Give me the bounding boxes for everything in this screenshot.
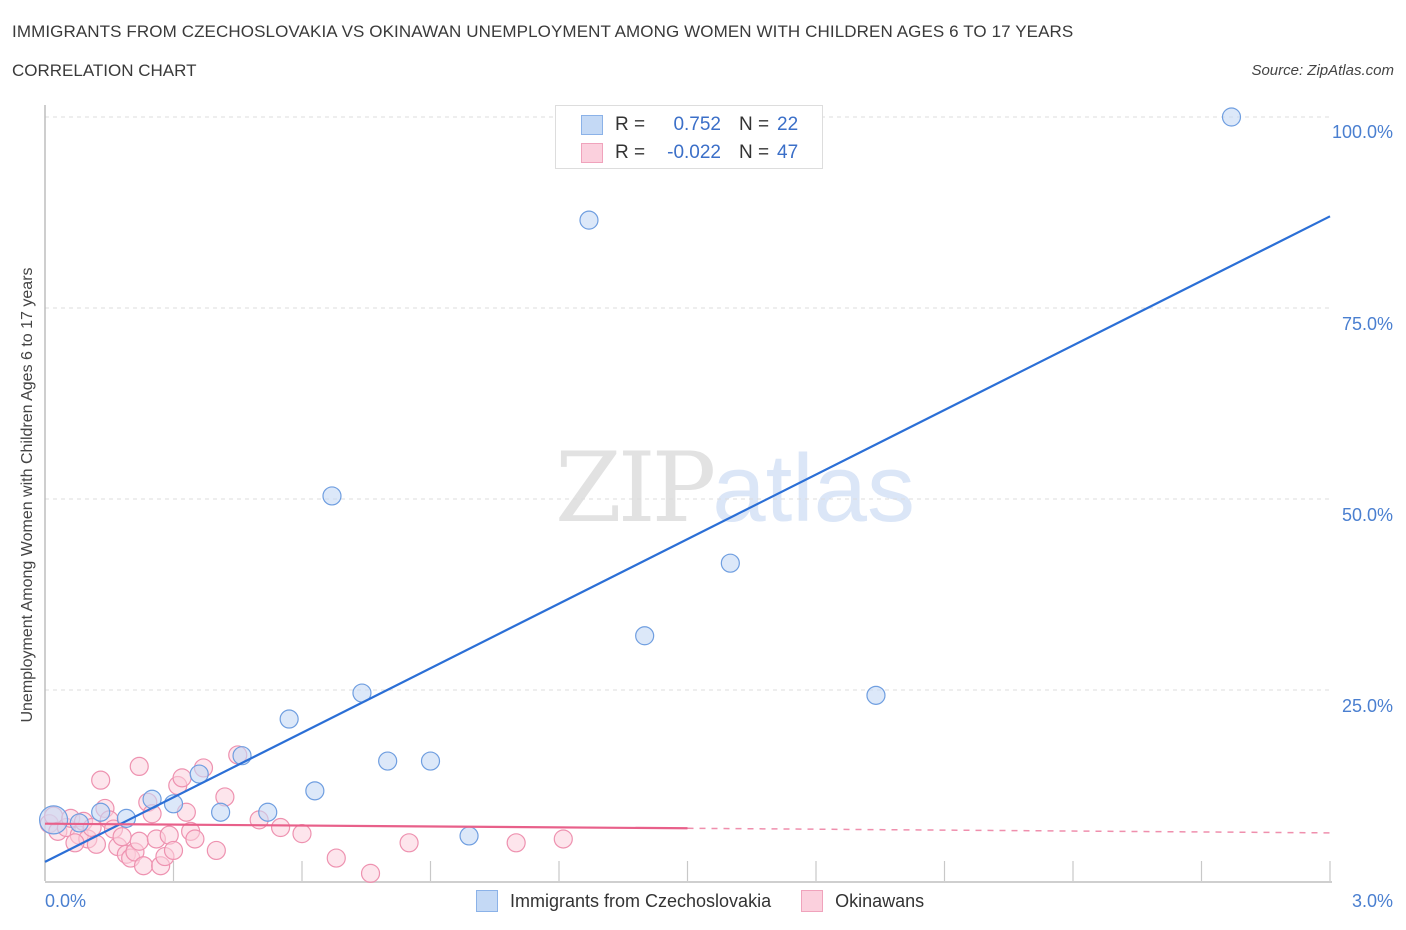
legend-row-czechoslovakia: R = 0.752 N = 22 [581,113,798,137]
gridlines [45,116,1330,691]
czechoslovakia-points [38,107,1242,846]
legend-label-okinawans: Okinawans [835,890,925,911]
legend-row-okinawans: R = -0.022 N = 47 [581,141,798,165]
n-label: N = [739,142,770,163]
blue-swatch-icon [581,115,603,135]
axes [44,105,1332,883]
y-axis-label: Unemployment Among Women with Children A… [19,267,36,723]
y-tick-75: 75.0% [1341,314,1393,334]
x-tick-max: 3.0% [1351,891,1393,911]
chart-subtitle: CORRELATION CHART [12,61,197,80]
r-label: R = [615,142,646,163]
y-tick-25: 25.0% [1341,696,1393,716]
series-legend: Immigrants from Czechoslovakia Okinawans [476,890,954,912]
r-label: R = [615,114,646,135]
y-tick-100: 100.0% [1331,122,1393,142]
y-tick-50: 50.0% [1341,505,1393,525]
r-value: -0.022 [667,142,721,163]
x-tick-min: 0.0% [45,891,87,911]
legend-item-okinawans[interactable]: Okinawans [801,890,924,912]
stats-legend: R = 0.752 N = 22 R = -0.022 N = 47 [555,105,823,169]
n-value: 47 [777,142,799,163]
n-label: N = [739,114,770,135]
watermark-zip: ZIP [555,432,716,544]
legend-item-czechoslovakia[interactable]: Immigrants from Czechoslovakia [476,890,771,912]
r-value: 0.752 [673,114,721,135]
watermark: ZIPatlas [555,440,915,537]
trend-lines [44,215,1331,863]
watermark-atlas: atlas [712,435,915,542]
chart-title: IMMIGRANTS FROM CZECHOSLOVAKIA VS OKINAW… [12,22,1074,41]
legend-label-czechoslovakia: Immigrants from Czechoslovakia [510,890,772,911]
pink-swatch-icon [801,890,824,912]
n-value: 22 [777,114,799,135]
blue-swatch-icon [476,890,498,912]
pink-swatch-icon [581,143,603,163]
source-label: Source: ZipAtlas.com [1251,62,1394,79]
